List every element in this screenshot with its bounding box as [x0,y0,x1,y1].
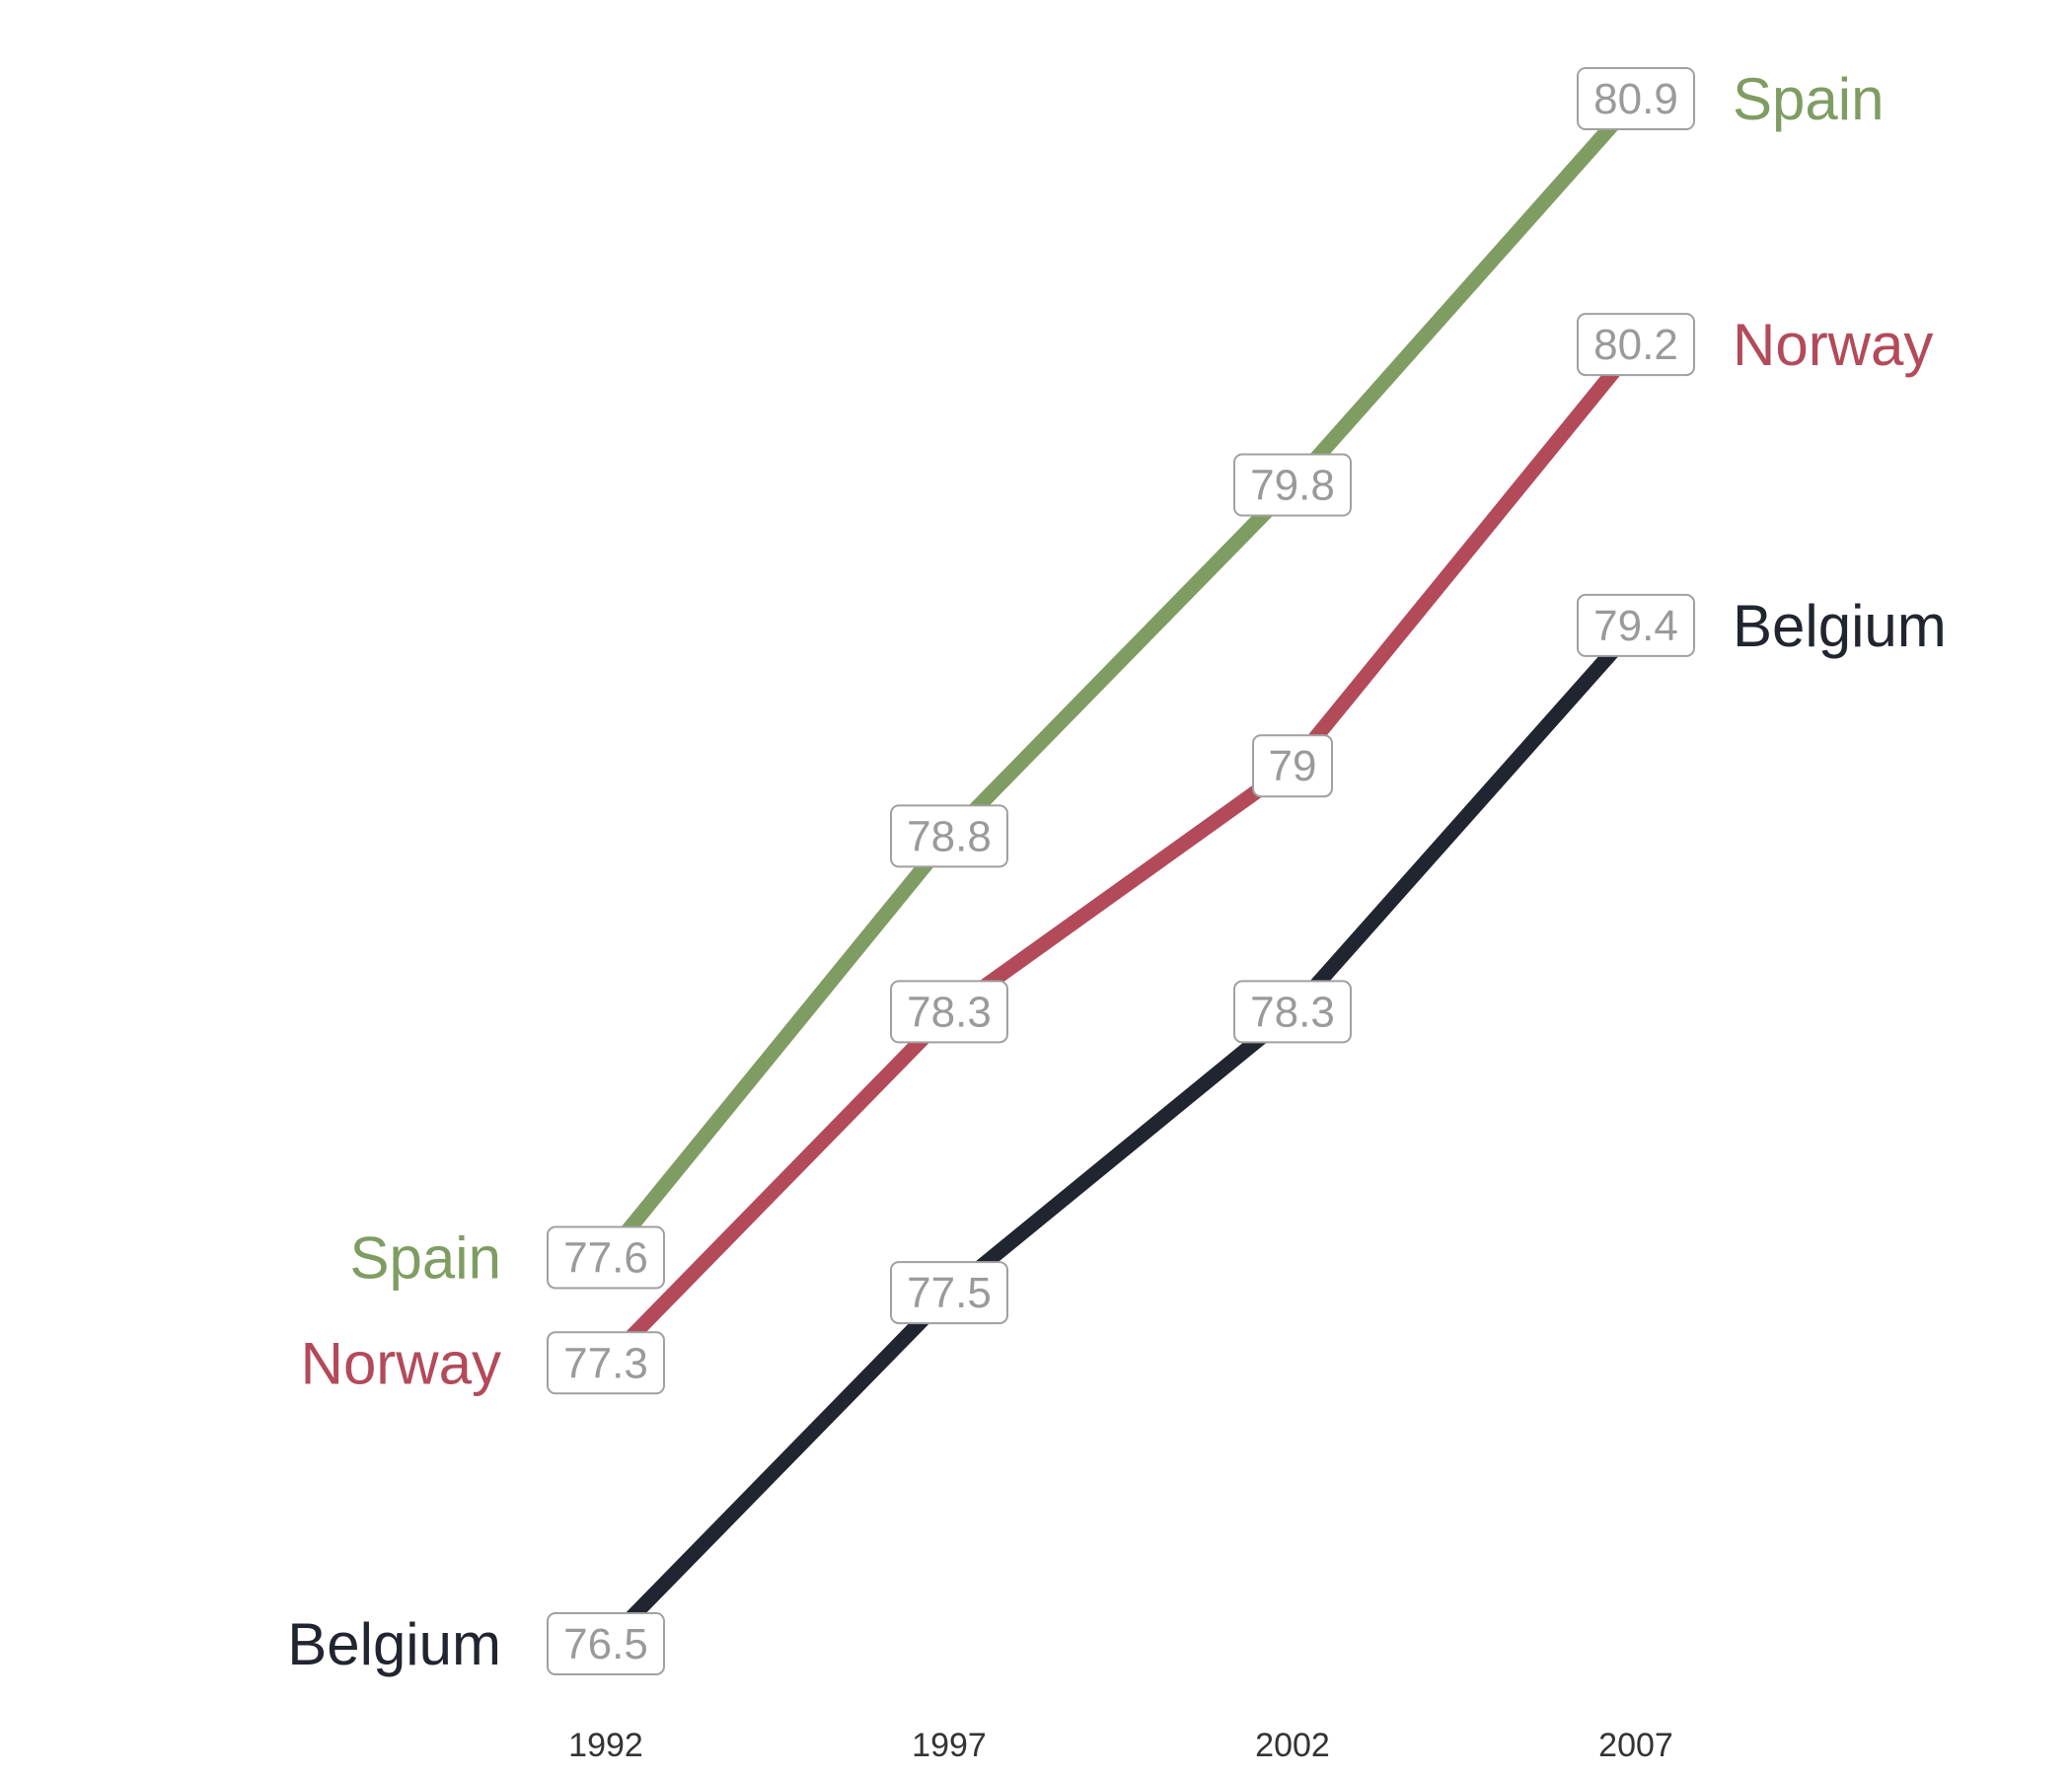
value-label-norway-1992: 77.3 [547,1331,665,1395]
x-axis-ticks: 1992 1997 2002 2007 [568,1727,1673,1764]
value-label-text: 76.5 [563,1620,648,1668]
value-label-belgium-1997: 77.5 [890,1261,1008,1325]
value-label-text: 77.3 [563,1339,648,1387]
value-label-text: 79.8 [1250,462,1335,510]
x-tick-label-2002: 2002 [1255,1727,1330,1764]
value-label-text: 77.6 [563,1234,648,1283]
value-label-box [1252,734,1333,798]
series-line-spain [600,94,1642,1263]
series-name-start-spain: Spain [350,1225,501,1292]
series-line-belgium [600,620,1642,1650]
value-label-norway-2002: 79 [1252,734,1333,798]
series-lines [600,94,1642,1650]
value-label-box [547,1331,665,1395]
series-name-start-belgium: Belgium [287,1611,501,1677]
value-label-text: 80.2 [1593,321,1678,369]
value-label-text: 77.5 [907,1269,992,1317]
value-label-text: 78.3 [907,988,992,1036]
value-label-text: 78.3 [1250,988,1335,1036]
value-label-text: 79 [1269,742,1317,790]
value-labels: 77.6 78.8 79.8 80.9 77.3 78.3 79 80.2 76.5 77.5 78… [547,67,1695,1675]
value-label-text: 79.4 [1593,602,1678,650]
value-label-spain-2002: 79.8 [1233,453,1352,517]
value-label-belgium-2002: 78.3 [1233,980,1352,1044]
value-label-box [890,1261,1008,1325]
value-label-belgium-1992: 76.5 [547,1612,665,1675]
value-label-box [1577,313,1695,377]
value-label-box [890,804,1008,868]
value-label-box [547,1612,665,1675]
value-label-box [1577,593,1695,657]
value-label-text: 78.8 [907,812,992,860]
series-name-end-spain: Spain [1733,66,1884,132]
value-label-box [1577,67,1695,130]
value-label-spain-1997: 78.8 [890,804,1008,868]
series-name-end-norway: Norway [1733,312,1933,378]
series-name-start-norway: Norway [301,1330,501,1396]
value-label-box [1233,453,1352,517]
value-label-box [547,1225,665,1290]
x-tick-label-1992: 1992 [568,1727,643,1764]
value-label-norway-2007: 80.2 [1577,313,1695,377]
value-label-text: 80.9 [1593,75,1678,123]
x-tick-label-1997: 1997 [912,1727,987,1764]
value-label-box [1233,980,1352,1044]
value-label-spain-2007: 80.9 [1577,67,1695,130]
value-label-norway-1997: 78.3 [890,980,1008,1044]
value-label-box [890,980,1008,1044]
x-tick-label-2007: 2007 [1598,1727,1673,1764]
series-name-labels: Spain Spain Norway Norway Belgium Belgium [287,66,1947,1677]
series-name-end-belgium: Belgium [1733,593,1947,659]
value-label-spain-1992: 77.6 [547,1225,665,1290]
series-line-norway [600,339,1642,1369]
value-label-belgium-2007: 79.4 [1577,593,1695,657]
